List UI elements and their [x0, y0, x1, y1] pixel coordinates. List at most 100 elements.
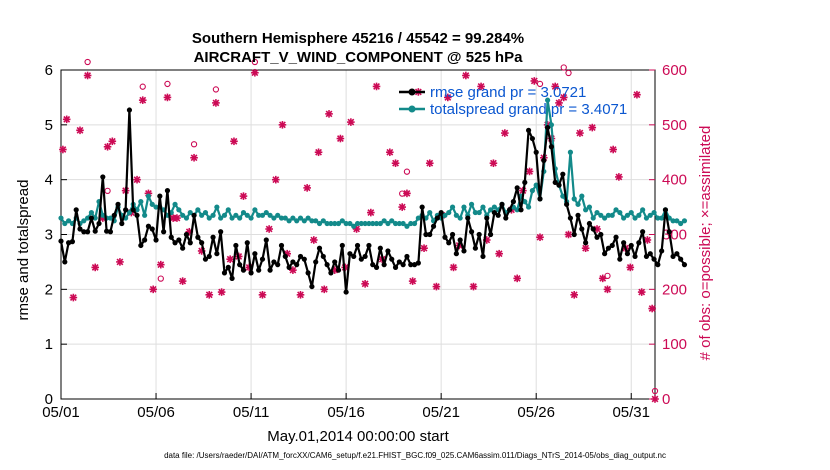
- obs-marker-stroke: [315, 148, 322, 156]
- totalspread-point: [149, 201, 155, 207]
- obs-assimilated-point: [444, 93, 452, 102]
- rmse-point: [449, 231, 456, 238]
- rmse-point: [69, 239, 76, 245]
- obs-assimilated-point: [336, 134, 345, 143]
- x-tick-label: 05/31: [612, 404, 650, 421]
- rmse-point: [123, 207, 129, 213]
- totalspread-point: [632, 215, 638, 221]
- rmse-point: [134, 212, 140, 218]
- rmse-point: [472, 245, 478, 251]
- totalspread-point: [480, 204, 486, 210]
- y-tick-label: 0: [45, 391, 53, 408]
- obs-assimilated-point: [271, 175, 280, 184]
- rmse-point: [126, 107, 133, 113]
- obs-marker-stroke: [218, 288, 226, 296]
- obs-assimilated-point: [372, 82, 381, 91]
- obs-marker-stroke: [59, 146, 67, 153]
- obs-assimilated-point: [530, 77, 539, 85]
- obs-assimilated-point: [513, 274, 521, 283]
- obs-marker-stroke: [297, 291, 304, 299]
- rmse-point: [96, 220, 102, 227]
- obs-assimilated-point: [420, 244, 428, 253]
- x-tick-label: 05/16: [327, 404, 365, 421]
- totalspread-point: [678, 220, 684, 227]
- rmse-point: [632, 253, 638, 260]
- obs-assimilated-point: [205, 291, 214, 299]
- rmse-point: [423, 231, 429, 238]
- totalspread-point: [472, 209, 478, 216]
- rmse-point: [256, 267, 262, 273]
- obs-assimilated-point: [603, 285, 612, 294]
- obs-possible-point: [560, 64, 567, 71]
- y-tick-label: 2: [45, 281, 53, 298]
- obs-marker-stroke: [450, 263, 457, 271]
- rmse-point: [655, 262, 661, 268]
- totalspread-point: [195, 207, 201, 213]
- totalspread-point: [396, 220, 402, 227]
- rmse-point: [104, 228, 110, 234]
- totalspread-point: [332, 220, 338, 227]
- obs-assimilated-point: [581, 244, 590, 253]
- totalspread-point: [335, 220, 342, 227]
- totalspread-point: [324, 220, 330, 227]
- rmse-point: [172, 240, 178, 246]
- x-tick-label: 05/06: [137, 404, 175, 421]
- obs-possible-point: [104, 187, 111, 195]
- rmse-point: [309, 283, 315, 290]
- totalspread-point: [381, 218, 387, 224]
- totalspread-point: [343, 220, 349, 227]
- obs-assimilated-point: [651, 395, 659, 403]
- rmse-point: [88, 215, 95, 221]
- obs-assimilated-point: [178, 277, 187, 285]
- rmse-point: [237, 262, 243, 268]
- obs-marker-stroke: [426, 159, 434, 167]
- y-tick-label: 5: [45, 117, 53, 134]
- chart-title: Southern Hemisphere 45216 / 45542 = 99.2…: [192, 30, 524, 47]
- obs-assimilated-point: [615, 173, 623, 181]
- obs-marker-stroke: [164, 94, 171, 101]
- rmse-point: [594, 234, 600, 240]
- totalspread-point: [316, 220, 323, 227]
- obs-assimilated-point: [59, 145, 67, 154]
- obs-marker-stroke: [347, 118, 355, 126]
- rmse-point: [259, 256, 266, 262]
- obs-assimilated-point: [265, 225, 273, 233]
- y-right-tick-label: 200: [662, 281, 687, 298]
- rmse-point: [583, 240, 589, 246]
- rmse-point: [636, 240, 642, 246]
- totalspread-point: [290, 215, 296, 221]
- obs-marker-stroke: [173, 214, 181, 222]
- obs-assimilated-point: [403, 189, 411, 198]
- totalspread-point: [309, 218, 315, 224]
- totalspread-point: [370, 220, 376, 227]
- rmse-point: [465, 215, 471, 221]
- totalspread-point: [100, 212, 106, 218]
- totalspread-point: [301, 218, 307, 224]
- totalspread-point: [613, 207, 619, 213]
- rmse-point: [621, 240, 627, 246]
- totalspread-point: [415, 215, 421, 221]
- obs-marker-stroke: [157, 261, 165, 269]
- obs-marker-stroke: [84, 72, 92, 79]
- totalspread-point: [153, 204, 159, 210]
- marks: [58, 58, 688, 403]
- totalspread-point: [605, 212, 612, 218]
- rmse-point: [537, 196, 543, 202]
- totalspread-point: [214, 204, 220, 210]
- totalspread-point: [457, 215, 463, 221]
- obs-marker-stroke: [320, 285, 328, 293]
- rmse-point: [202, 256, 209, 262]
- rmse-point: [195, 234, 201, 240]
- y-right-tick-label: 600: [662, 62, 687, 79]
- obs-marker-stroke: [386, 148, 394, 156]
- totalspread-point: [487, 207, 494, 213]
- legend-spread-marker: [408, 105, 416, 113]
- obs-marker-stroke: [361, 280, 369, 288]
- obs-marker-stroke: [495, 250, 503, 258]
- totalspread-point: [522, 199, 528, 205]
- x-tick-label: 05/26: [517, 404, 555, 421]
- obs-assimilated-point: [570, 291, 579, 299]
- totalspread-point: [400, 220, 406, 227]
- rmse-point: [138, 242, 144, 249]
